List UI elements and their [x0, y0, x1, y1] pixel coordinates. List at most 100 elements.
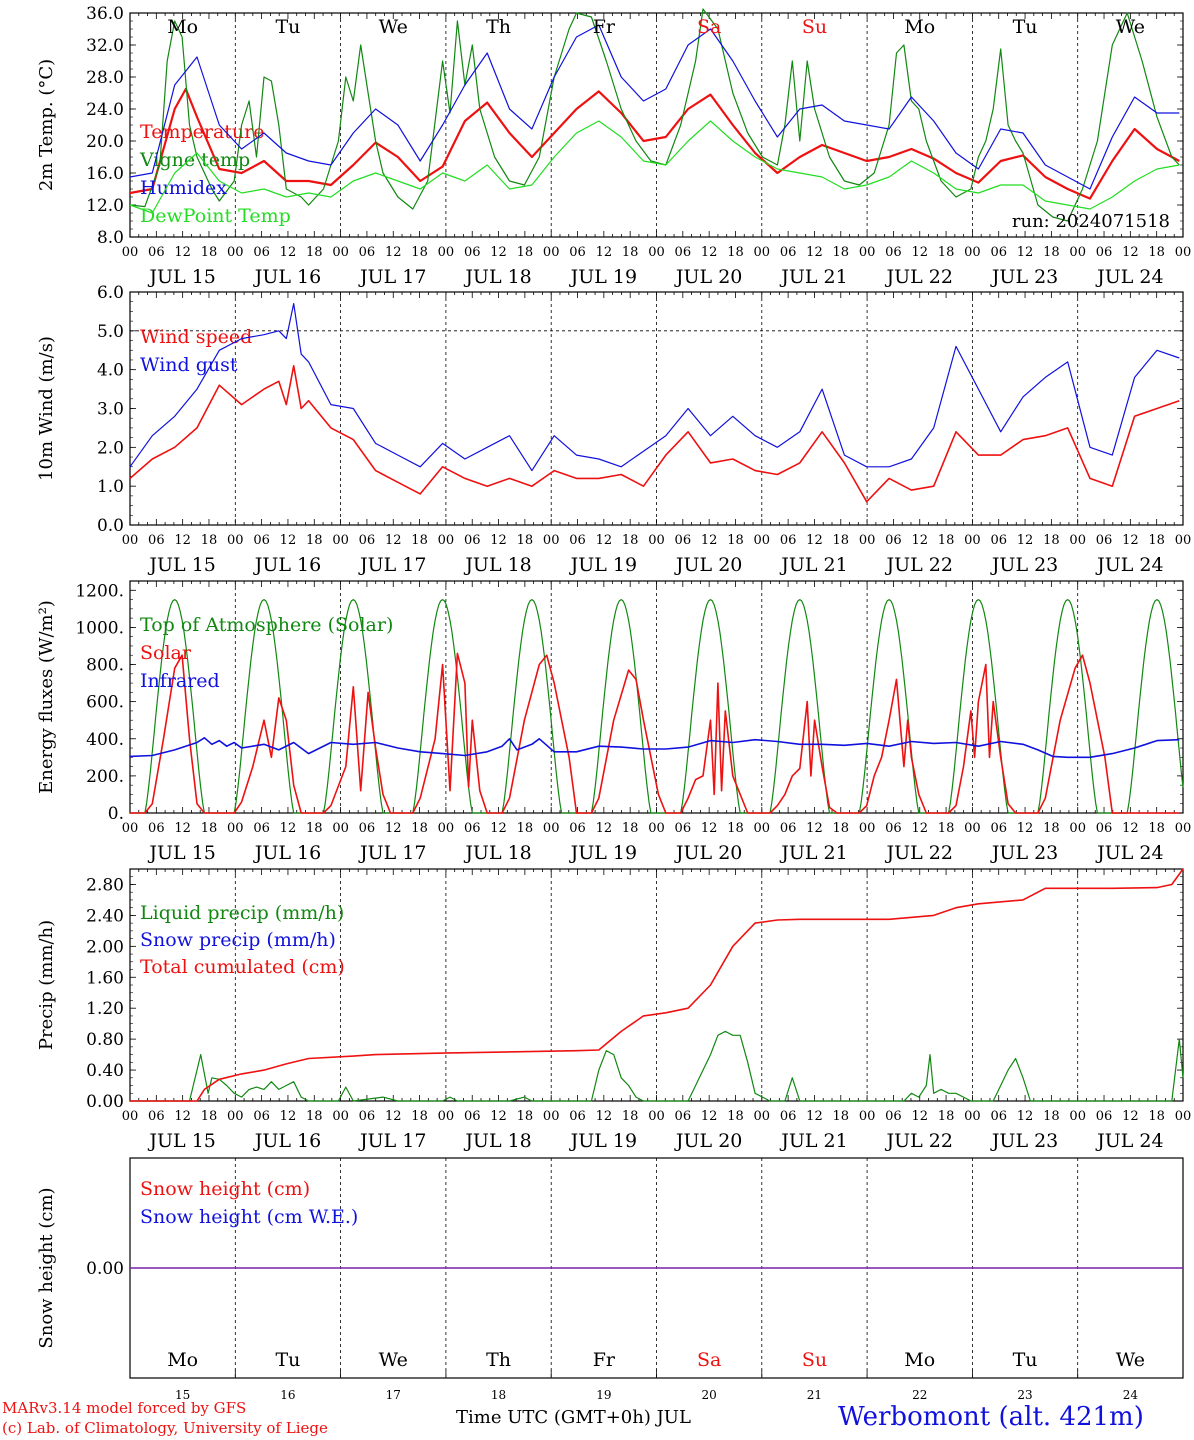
y-axis-title: Precip (mm/h) [36, 920, 57, 1050]
legend-entry: Infrared [140, 670, 220, 692]
x-hour-label: 00 [332, 245, 349, 260]
x-date-label: JUL 24 [1095, 842, 1163, 864]
x-hour-label: 06 [990, 245, 1007, 260]
x-hour-label: 06 [885, 821, 902, 836]
x-date-label: JUL 21 [779, 554, 847, 576]
weekday-label: Th [486, 16, 511, 38]
series-line-temperature [129, 87, 1180, 200]
weekday-label: Th [486, 1349, 511, 1371]
x-date-label: JUL 23 [990, 1130, 1058, 1152]
weekday-label: Fr [593, 1349, 616, 1371]
y-tick-label: 36.0 [86, 4, 124, 24]
day-number-label: 21 [807, 1388, 822, 1402]
x-hour-label: 00 [1175, 533, 1192, 548]
x-date-label: JUL 15 [147, 842, 215, 864]
x-hour-label: 12 [701, 245, 718, 260]
x-hour-label: 12 [911, 245, 928, 260]
y-tick-label: 0.40 [86, 1061, 124, 1081]
legend-entry: DewPoint Temp [140, 205, 291, 227]
x-hour-label: 06 [1096, 533, 1113, 548]
x-hour-label: 06 [253, 821, 270, 836]
x-hour-label: 06 [885, 1109, 902, 1124]
day-number-label: 18 [491, 1388, 506, 1402]
series-line-total-cumulated-cm [130, 868, 1184, 1102]
y-tick-label: 400. [86, 730, 124, 750]
x-hour-label: 18 [411, 821, 428, 836]
x-hour-label: 00 [227, 1109, 244, 1124]
x-hour-label: 18 [1043, 245, 1060, 260]
x-hour-label: 12 [385, 245, 402, 260]
legend-entry: Snow height (cm W.E.) [140, 1206, 358, 1228]
y-tick-label: 32.0 [86, 36, 124, 56]
x-date-label: JUL 15 [147, 266, 215, 288]
x-hour-label: 18 [833, 821, 850, 836]
legend-entry: Solar [140, 642, 192, 664]
x-hour-label: 18 [517, 533, 534, 548]
legend-entry: Humidex [140, 177, 227, 199]
x-hour-label: 06 [253, 533, 270, 548]
x-date-label: JUL 20 [674, 266, 742, 288]
x-hour-label: 06 [569, 1109, 586, 1124]
x-hour-label: 18 [727, 1109, 744, 1124]
x-hour-label: 12 [490, 533, 507, 548]
x-hour-label: 12 [911, 1109, 928, 1124]
y-axis-title: Energy fluxes (W/m²) [36, 600, 57, 794]
x-hour-label: 06 [1096, 245, 1113, 260]
x-hour-label: 06 [675, 245, 692, 260]
series-line-vigne-temp [129, 8, 1180, 222]
x-hour-label: 06 [990, 821, 1007, 836]
x-date-label: JUL 16 [253, 266, 321, 288]
x-hour-label: 18 [727, 533, 744, 548]
x-hour-label: 00 [122, 533, 139, 548]
x-hour-label: 00 [1175, 1109, 1192, 1124]
x-date-label: JUL 16 [253, 554, 321, 576]
day-number-label: 17 [386, 1388, 401, 1402]
y-tick-label: 5.0 [97, 322, 124, 342]
x-hour-label: 12 [490, 1109, 507, 1124]
x-hour-label: 06 [464, 1109, 481, 1124]
x-hour-label: 06 [990, 533, 1007, 548]
y-tick-label: 3.0 [97, 400, 124, 420]
day-number-label: 22 [912, 1388, 927, 1402]
x-hour-label: 06 [1096, 821, 1113, 836]
x-hour-label: 00 [859, 533, 876, 548]
x-hour-label: 06 [1096, 1109, 1113, 1124]
x-hour-label: 18 [727, 245, 744, 260]
legend-entry: Wind gust [140, 354, 238, 376]
x-hour-label: 18 [622, 1109, 639, 1124]
x-hour-label: 18 [1148, 821, 1165, 836]
x-hour-label: 18 [1148, 533, 1165, 548]
x-hour-label: 12 [385, 821, 402, 836]
x-hour-label: 06 [359, 821, 376, 836]
y-tick-label: 600. [86, 693, 124, 713]
legend-entry: Total cumulated (cm) [140, 956, 345, 978]
y-tick-label: 12.0 [86, 196, 124, 216]
x-hour-label: 00 [332, 533, 349, 548]
x-hour-label: 12 [596, 245, 613, 260]
weekday-label: We [379, 1349, 408, 1371]
x-date-label: JUL 17 [358, 1130, 426, 1152]
day-number-label: 23 [1017, 1388, 1032, 1402]
legend-entry: Vigne temp [139, 149, 250, 171]
x-hour-label: 00 [227, 821, 244, 836]
x-hour-label: 12 [174, 533, 191, 548]
weekday-label: Tu [275, 1349, 300, 1371]
x-hour-label: 00 [648, 245, 665, 260]
x-hour-label: 18 [201, 533, 218, 548]
x-hour-label: 12 [385, 533, 402, 548]
series-line-wind-speed [129, 365, 1180, 503]
x-hour-label: 06 [359, 245, 376, 260]
x-hour-label: 18 [201, 821, 218, 836]
weekday-label: Mo [167, 16, 198, 38]
x-hour-label: 18 [411, 533, 428, 548]
x-hour-label: 00 [754, 1109, 771, 1124]
x-hour-label: 12 [911, 821, 928, 836]
x-hour-label: 00 [964, 245, 981, 260]
weekday-label: Mo [167, 1349, 198, 1371]
x-hour-label: 18 [517, 245, 534, 260]
x-hour-label: 00 [754, 533, 771, 548]
y-tick-label: 0. [108, 804, 124, 824]
legend-entry: Snow precip (mm/h) [140, 929, 336, 951]
x-date-label: JUL 24 [1095, 266, 1163, 288]
run-label: run: 2024071518 [1012, 211, 1170, 232]
